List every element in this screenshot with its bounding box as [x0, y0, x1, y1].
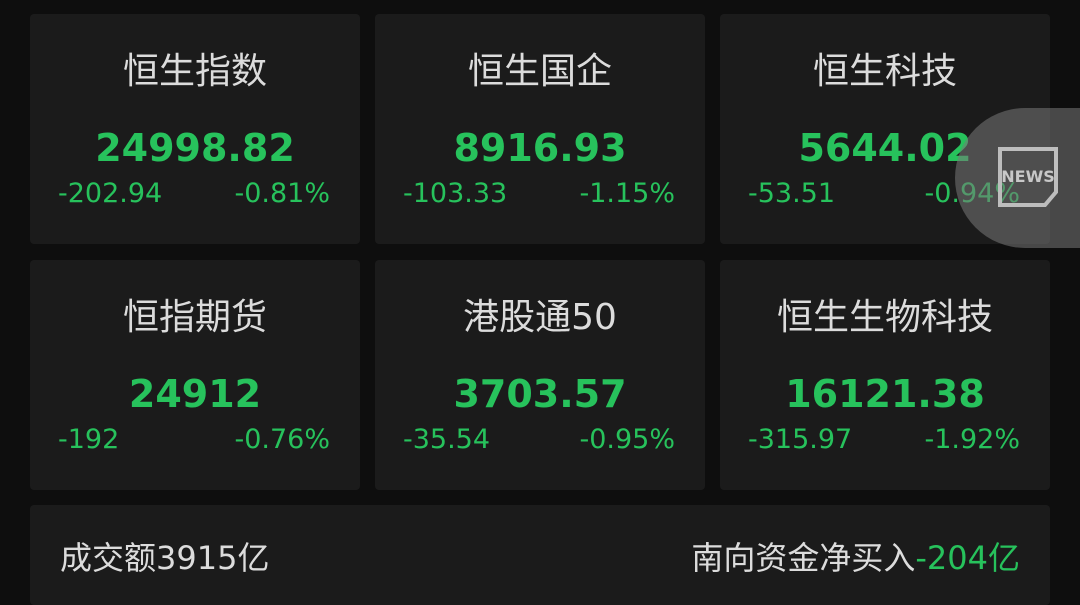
index-percent: -0.95%: [579, 424, 675, 455]
index-card[interactable]: 恒指期货 24912 -192 -0.76%: [30, 260, 360, 490]
index-change: -192: [58, 424, 120, 455]
southbound-flow: 南向资金净买入-204亿: [691, 533, 1020, 579]
index-change: -315.97: [748, 424, 853, 455]
index-change: -35.54: [403, 424, 491, 455]
index-card[interactable]: 港股通50 3703.57 -35.54 -0.95%: [375, 260, 705, 490]
index-name: 恒生指数: [122, 51, 267, 92]
index-name: 恒指期货: [122, 297, 267, 338]
index-change: -103.33: [403, 178, 508, 209]
index-price: 3703.57: [453, 372, 627, 416]
index-name: 恒生国企: [467, 51, 612, 92]
index-card[interactable]: 恒生国企 8916.93 -103.33 -1.15%: [375, 14, 705, 244]
index-name: 港股通50: [463, 297, 617, 338]
index-price: 8916.93: [453, 126, 627, 170]
index-change: -202.94: [58, 178, 163, 209]
index-card[interactable]: 恒生指数 24998.82 -202.94 -0.81%: [30, 14, 360, 244]
index-price: 16121.38: [785, 372, 985, 416]
index-percent: -0.81%: [234, 178, 330, 209]
news-icon: NEWS: [998, 147, 1058, 207]
market-summary-bar: 成交额3915亿 南向资金净买入-204亿: [30, 505, 1050, 605]
turnover-text: 成交额3915亿: [60, 539, 270, 577]
index-percent: -1.15%: [579, 178, 675, 209]
index-card[interactable]: 恒生生物科技 16121.38 -315.97 -1.92%: [720, 260, 1050, 490]
news-floating-button[interactable]: NEWS: [955, 108, 1080, 248]
index-price: 24998.82: [95, 126, 295, 170]
index-price: 24912: [128, 372, 262, 416]
index-name: 恒生生物科技: [776, 297, 993, 338]
index-name: 恒生科技: [812, 51, 957, 92]
southbound-label: 南向资金净买入: [691, 539, 916, 577]
index-percent: -1.92%: [924, 424, 1020, 455]
southbound-value: -204亿: [915, 539, 1020, 577]
svg-text:NEWS: NEWS: [1001, 167, 1055, 186]
index-price: 5644.02: [798, 126, 972, 170]
index-percent: -0.76%: [234, 424, 330, 455]
index-change: -53.51: [748, 178, 836, 209]
